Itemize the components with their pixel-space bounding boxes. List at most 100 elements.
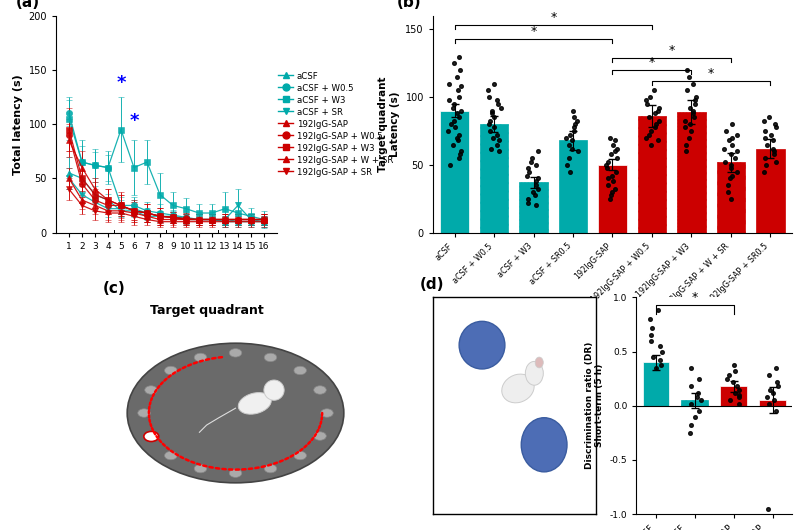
Point <box>679 117 692 126</box>
Point <box>490 140 503 149</box>
Point <box>530 181 543 189</box>
Point <box>722 188 735 196</box>
Point <box>487 113 500 122</box>
Point <box>643 93 656 101</box>
Point <box>607 140 620 149</box>
Point <box>530 161 542 169</box>
Point <box>726 134 738 142</box>
Point <box>648 109 661 118</box>
Text: *: * <box>691 291 698 304</box>
Point <box>609 147 622 155</box>
Point <box>449 122 462 131</box>
Point <box>650 120 662 128</box>
Point <box>443 95 456 104</box>
Point <box>605 150 618 158</box>
Point <box>728 367 741 375</box>
Bar <box>677 112 706 233</box>
Point <box>765 131 778 139</box>
Point <box>767 147 780 155</box>
Point <box>455 82 468 91</box>
Point <box>690 93 703 101</box>
Point <box>493 136 506 145</box>
Point <box>483 117 496 126</box>
Text: *: * <box>708 67 714 80</box>
Point <box>652 306 665 315</box>
Point <box>760 393 773 401</box>
Point <box>651 107 664 115</box>
Point <box>766 388 779 397</box>
Point <box>453 131 466 139</box>
Point <box>763 385 776 394</box>
Point <box>685 421 698 429</box>
Bar <box>638 116 666 233</box>
Point <box>684 104 697 112</box>
Point <box>722 136 735 145</box>
Point <box>732 400 745 408</box>
Ellipse shape <box>165 366 177 375</box>
Point <box>490 95 503 104</box>
Point <box>640 134 653 142</box>
Point <box>724 161 737 169</box>
Point <box>684 382 697 391</box>
Point <box>560 161 573 169</box>
Point <box>445 120 458 128</box>
Point <box>726 120 738 128</box>
Point <box>455 147 468 155</box>
Point <box>452 52 465 61</box>
Point <box>725 195 738 203</box>
Point <box>526 154 538 162</box>
Point <box>452 93 465 101</box>
Point <box>718 144 730 153</box>
Point <box>679 147 692 155</box>
Point <box>599 161 612 169</box>
Point <box>563 154 576 162</box>
Point <box>724 163 737 172</box>
Ellipse shape <box>194 353 206 361</box>
Point <box>486 107 498 115</box>
Point <box>563 167 576 176</box>
Point <box>766 136 779 145</box>
Text: *: * <box>530 24 537 38</box>
Point <box>562 140 575 149</box>
Point <box>758 134 771 142</box>
Point <box>733 391 746 399</box>
Point <box>487 122 500 131</box>
Point <box>731 147 744 155</box>
Point <box>721 375 734 383</box>
Point <box>454 66 466 74</box>
Text: *: * <box>116 74 126 92</box>
Point <box>447 59 460 67</box>
Point <box>528 190 541 199</box>
Point <box>692 388 705 397</box>
Point <box>642 131 655 139</box>
Point <box>452 86 465 94</box>
Point <box>447 117 460 126</box>
Point <box>768 150 781 158</box>
Point <box>771 382 784 391</box>
Point <box>655 347 668 356</box>
Point <box>766 144 779 153</box>
Point <box>654 342 666 350</box>
Point <box>655 360 668 369</box>
Point <box>610 167 622 176</box>
Point <box>678 122 691 131</box>
Point <box>646 353 659 361</box>
Point <box>651 136 664 145</box>
Ellipse shape <box>502 374 534 403</box>
Point <box>684 120 697 128</box>
Point <box>531 147 544 155</box>
Circle shape <box>264 380 284 400</box>
Bar <box>559 140 587 233</box>
Point <box>642 113 655 122</box>
Point <box>645 127 658 135</box>
Point <box>770 158 782 166</box>
Ellipse shape <box>194 464 206 473</box>
Point <box>530 177 542 186</box>
Point <box>520 171 533 180</box>
Point <box>646 324 658 332</box>
Point <box>718 158 731 166</box>
Point <box>693 375 706 383</box>
Point <box>724 174 737 183</box>
Point <box>724 150 737 158</box>
Ellipse shape <box>138 409 150 417</box>
